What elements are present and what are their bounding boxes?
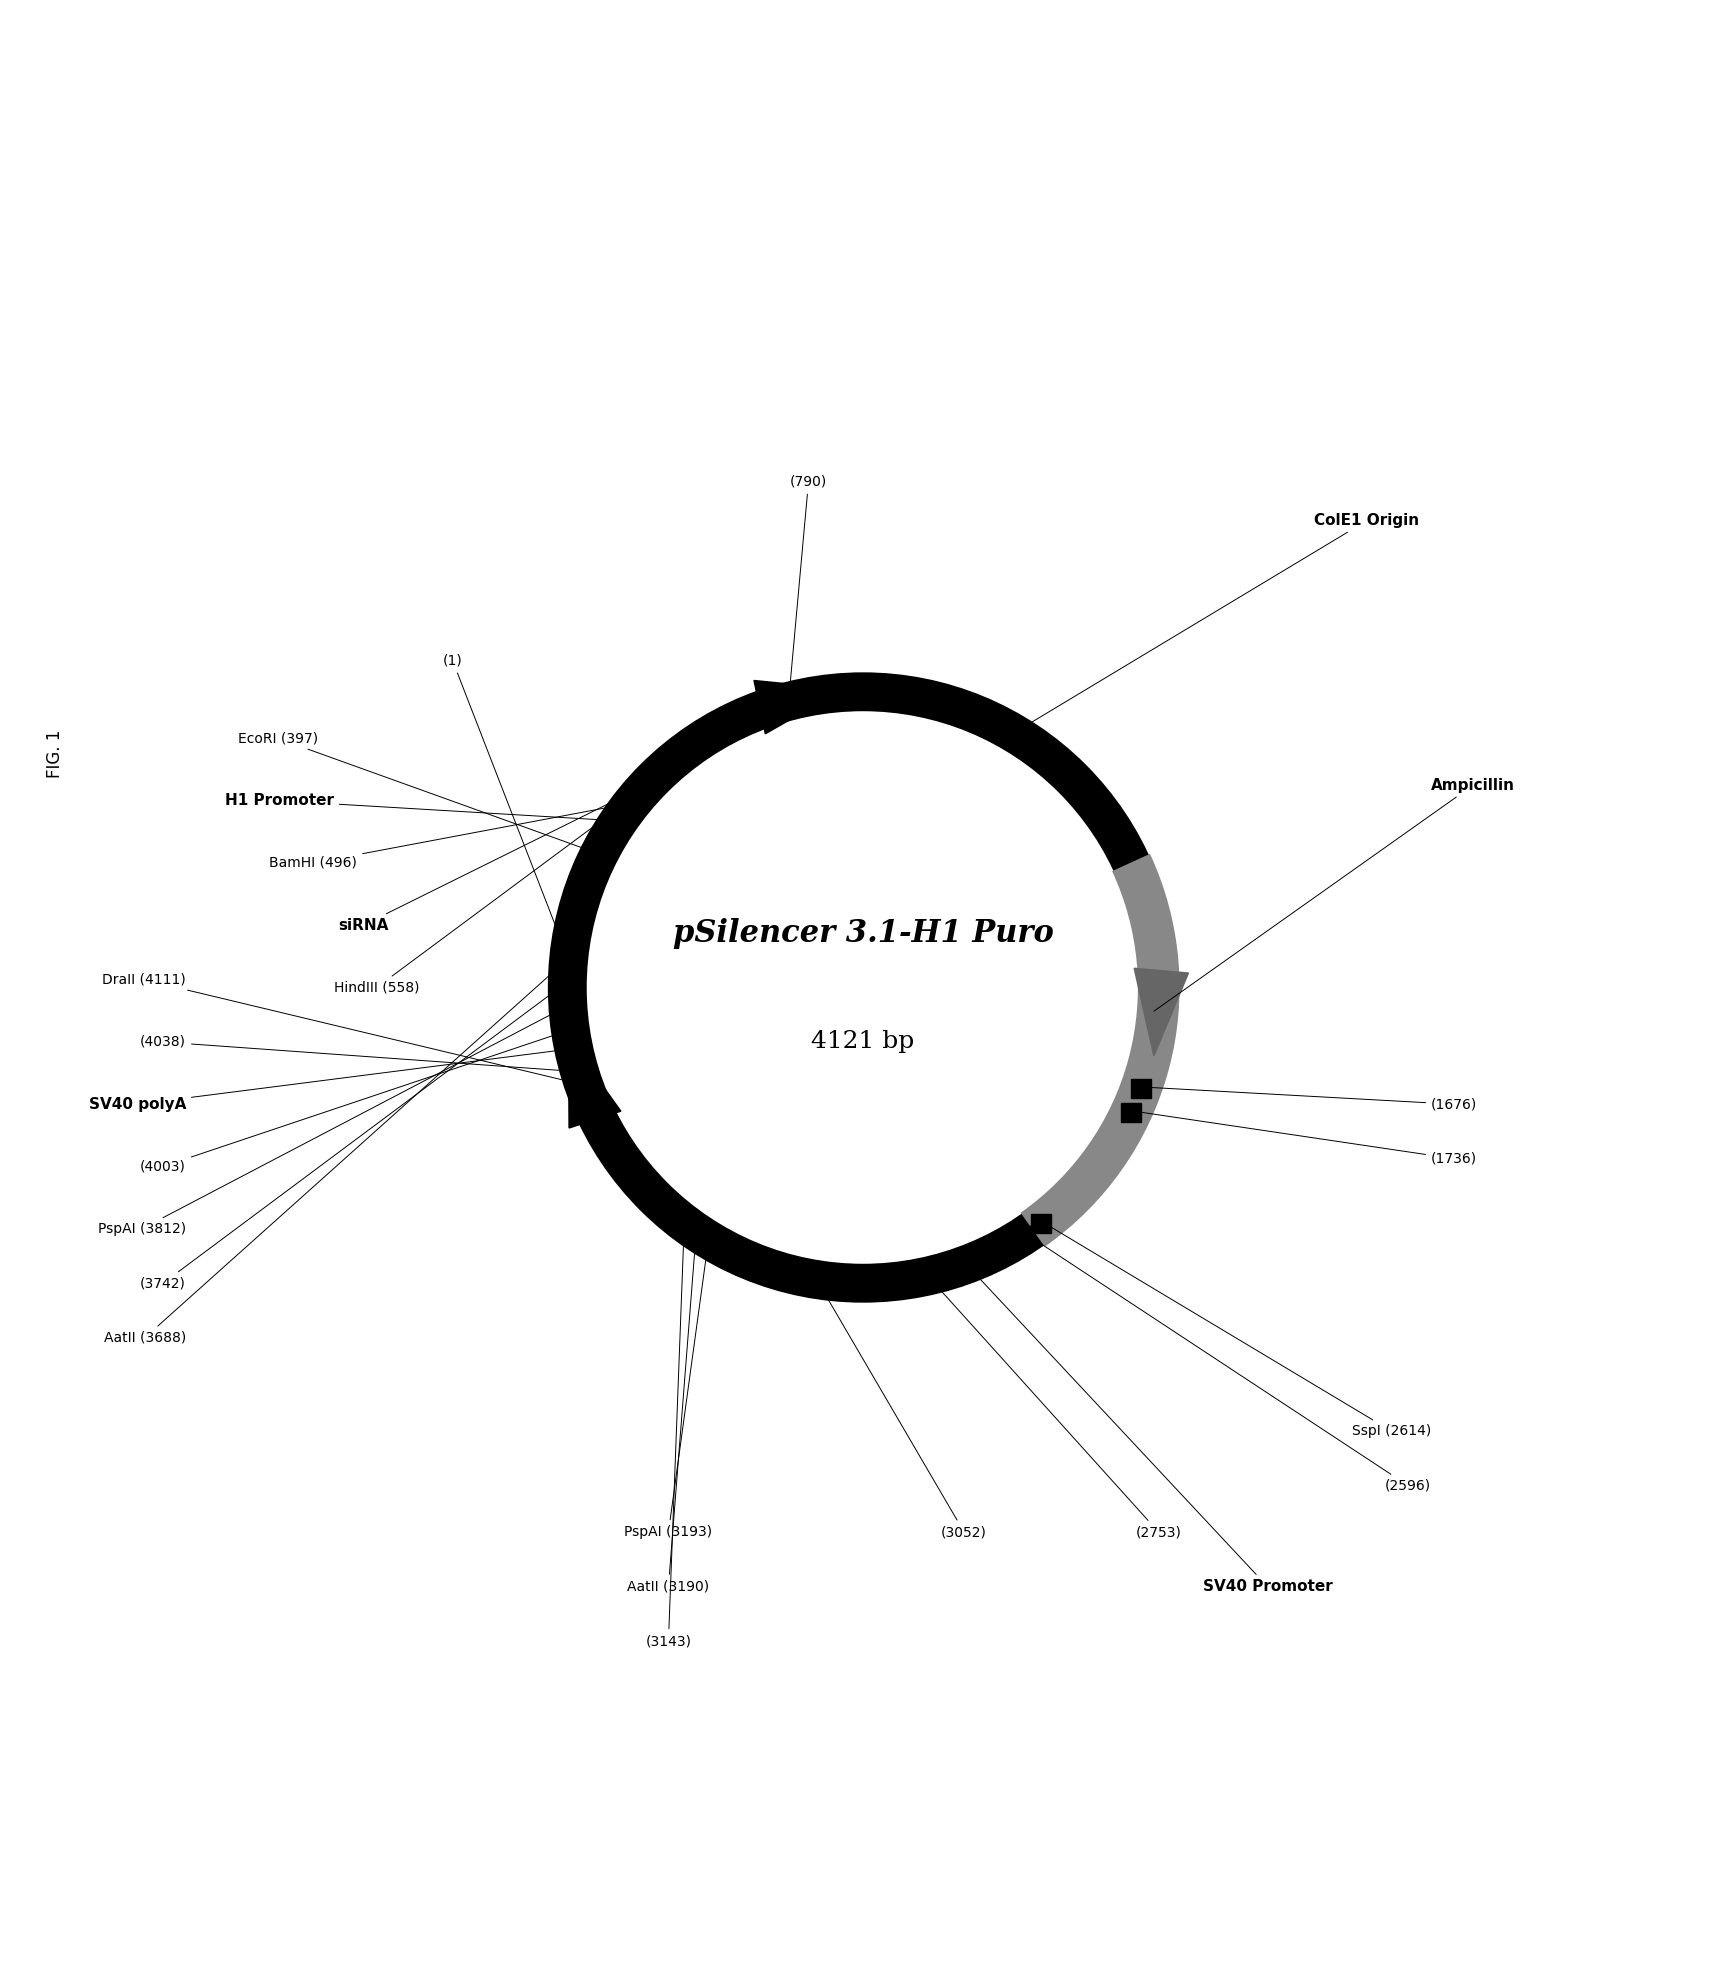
Bar bbox=[559, 1009, 578, 1029]
Bar bbox=[557, 984, 576, 1003]
Text: AatII (3688): AatII (3688) bbox=[104, 954, 573, 1345]
Text: H1 Promoter: H1 Promoter bbox=[224, 794, 623, 822]
Text: DraII (4111): DraII (4111) bbox=[102, 974, 589, 1086]
Text: PspAI (3812): PspAI (3812) bbox=[98, 1003, 571, 1236]
Text: SV40 polyA: SV40 polyA bbox=[88, 1049, 576, 1112]
Text: (3742): (3742) bbox=[140, 980, 571, 1290]
Text: ColE1 Origin: ColE1 Origin bbox=[1010, 514, 1419, 735]
Text: (4003): (4003) bbox=[140, 1029, 573, 1173]
Bar bbox=[1015, 1226, 1034, 1246]
Bar bbox=[627, 788, 646, 808]
Bar bbox=[1122, 1102, 1141, 1122]
Text: (4038): (4038) bbox=[140, 1035, 583, 1072]
Text: BamHI (496): BamHI (496) bbox=[269, 802, 639, 869]
Bar bbox=[590, 843, 609, 863]
Polygon shape bbox=[568, 1039, 621, 1128]
Text: siRNA: siRNA bbox=[338, 776, 663, 932]
Bar bbox=[563, 926, 582, 946]
Bar bbox=[573, 1074, 594, 1094]
Polygon shape bbox=[1134, 968, 1189, 1057]
Text: SV40 Promoter: SV40 Promoter bbox=[965, 1262, 1332, 1594]
Bar bbox=[1030, 1215, 1051, 1234]
Bar bbox=[915, 1268, 934, 1286]
Text: AatII (3190): AatII (3190) bbox=[627, 1228, 709, 1594]
Bar bbox=[683, 1221, 702, 1240]
Text: (790): (790) bbox=[789, 474, 827, 705]
Bar bbox=[675, 741, 696, 760]
Bar bbox=[803, 1270, 822, 1288]
Text: FIG. 1: FIG. 1 bbox=[47, 731, 64, 778]
Polygon shape bbox=[754, 681, 844, 735]
Text: (3052): (3052) bbox=[815, 1276, 987, 1539]
Bar bbox=[1131, 1078, 1151, 1098]
Text: EcoRI (397): EcoRI (397) bbox=[238, 731, 602, 855]
Bar bbox=[652, 762, 671, 780]
Text: SspI (2614): SspI (2614) bbox=[1039, 1221, 1431, 1438]
Bar bbox=[777, 691, 796, 711]
Bar bbox=[671, 1211, 690, 1230]
Text: (1736): (1736) bbox=[1129, 1110, 1477, 1165]
Bar bbox=[697, 1228, 716, 1248]
Bar bbox=[557, 962, 578, 982]
Text: pSilencer 3.1-H1 Puro: pSilencer 3.1-H1 Puro bbox=[673, 918, 1053, 948]
Text: Ampicillin: Ampicillin bbox=[1155, 778, 1515, 1011]
Text: (2753): (2753) bbox=[925, 1274, 1182, 1539]
Text: (3143): (3143) bbox=[646, 1219, 692, 1649]
Text: (1): (1) bbox=[444, 654, 573, 970]
Text: PspAI (3193): PspAI (3193) bbox=[625, 1236, 713, 1539]
Text: HindIII (558): HindIII (558) bbox=[333, 758, 687, 995]
Text: (1676): (1676) bbox=[1137, 1086, 1477, 1112]
Text: (2596): (2596) bbox=[1024, 1232, 1431, 1493]
Text: 4121 bp: 4121 bp bbox=[811, 1031, 915, 1053]
